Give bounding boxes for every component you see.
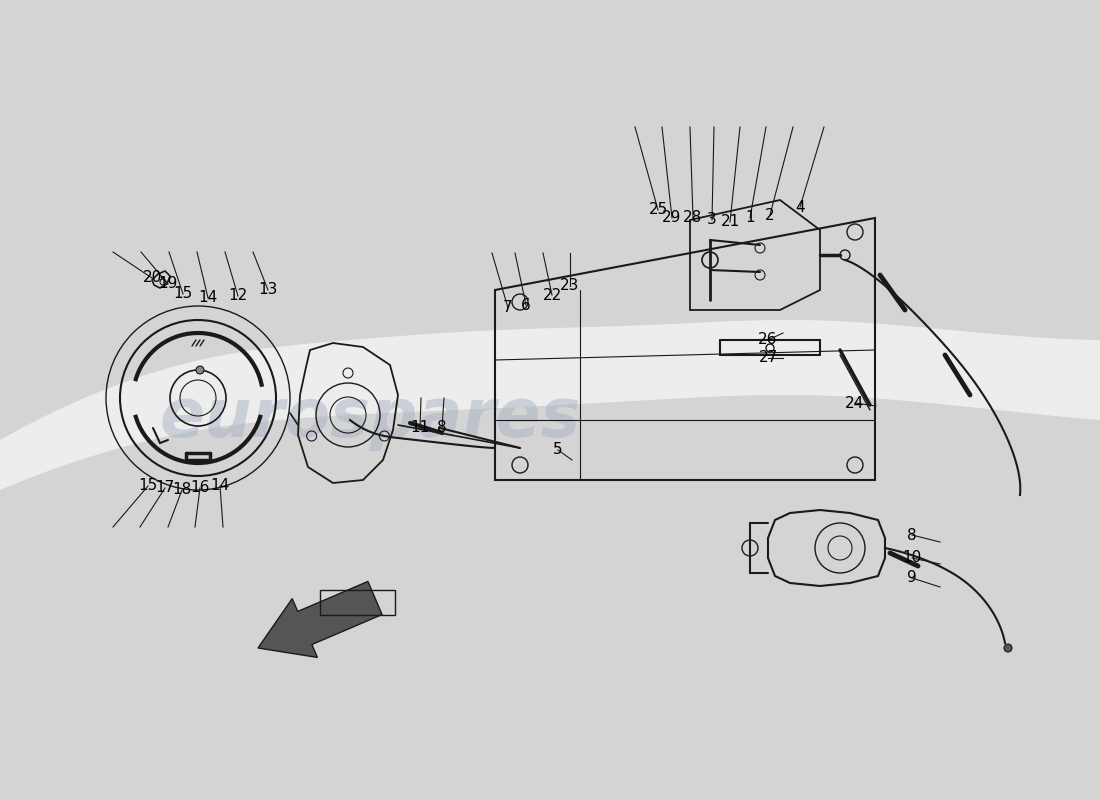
Text: 4: 4	[795, 199, 805, 214]
Text: 3: 3	[707, 213, 717, 227]
Text: 8: 8	[437, 421, 447, 435]
Polygon shape	[258, 582, 382, 658]
Text: 22: 22	[542, 287, 562, 302]
Text: 23: 23	[560, 278, 580, 294]
Text: 11: 11	[410, 421, 430, 435]
Text: 10: 10	[902, 550, 922, 566]
Text: 5: 5	[553, 442, 563, 458]
Text: 6: 6	[521, 298, 531, 313]
Text: 25: 25	[648, 202, 668, 218]
Text: 2: 2	[766, 207, 774, 222]
Text: 14: 14	[198, 290, 218, 306]
Text: 19: 19	[158, 277, 178, 291]
Text: 8: 8	[908, 527, 916, 542]
Circle shape	[1004, 644, 1012, 652]
Text: 20: 20	[142, 270, 162, 286]
Text: 27: 27	[758, 350, 778, 366]
Text: 14: 14	[210, 478, 230, 494]
Text: 21: 21	[720, 214, 739, 230]
Text: 7: 7	[503, 301, 513, 315]
Text: 15: 15	[174, 286, 192, 302]
Text: 26: 26	[758, 333, 778, 347]
Text: 9: 9	[908, 570, 917, 586]
Text: 1: 1	[745, 210, 755, 226]
Text: 15: 15	[139, 478, 157, 494]
Text: 12: 12	[229, 289, 248, 303]
Text: 29: 29	[662, 210, 682, 226]
Circle shape	[196, 366, 204, 374]
Polygon shape	[0, 320, 1100, 490]
Text: 28: 28	[683, 210, 703, 226]
Text: eurospares: eurospares	[160, 385, 581, 451]
Text: 16: 16	[190, 481, 210, 495]
Text: 24: 24	[846, 395, 865, 410]
Text: 18: 18	[173, 482, 191, 498]
Text: 17: 17	[155, 481, 175, 495]
Text: 13: 13	[258, 282, 277, 298]
